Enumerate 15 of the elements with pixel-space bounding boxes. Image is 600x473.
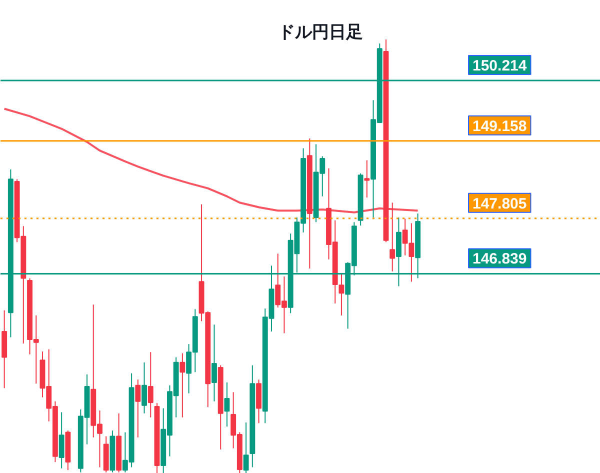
- candlestick: [243, 422, 249, 473]
- ref-line-label: 150.214: [472, 57, 528, 74]
- candlestick: [135, 379, 141, 438]
- candlestick: [364, 160, 370, 198]
- ref-line-label: 149.158: [472, 118, 527, 135]
- text: ドル円日足: [278, 22, 363, 42]
- candlestick: [58, 412, 64, 469]
- candlestick: [390, 202, 396, 272]
- ref-line-label: 146.839: [472, 250, 527, 268]
- candlestick: [142, 362, 147, 414]
- candlestick: [224, 382, 230, 428]
- candlestick: [148, 352, 154, 418]
- ref-line-label: 147.805: [472, 195, 527, 212]
- candlestick: [212, 324, 217, 402]
- candlestick: [180, 352, 186, 418]
